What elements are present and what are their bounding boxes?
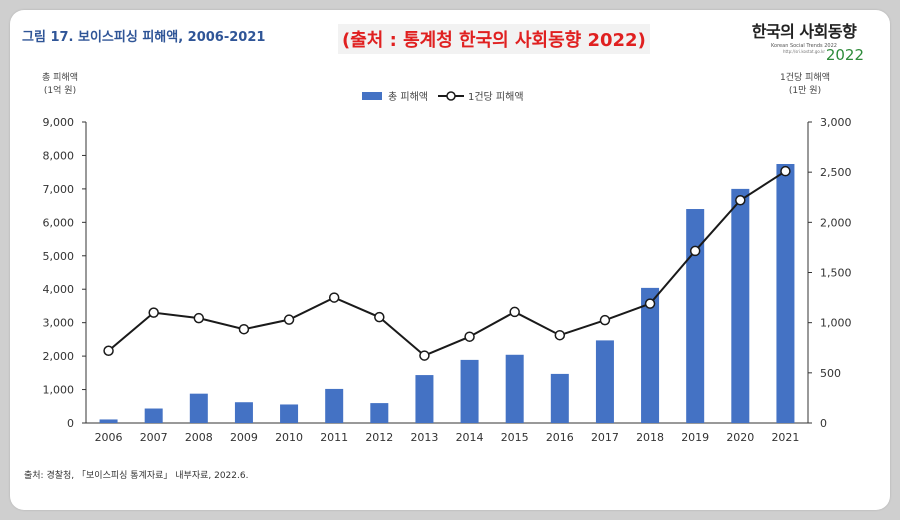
line-point-2009 (238, 323, 250, 335)
x-axis-tick-label: 2006 (95, 431, 123, 444)
left-axis-tick-label: 6,000 (43, 216, 75, 229)
x-axis-tick-label: 2018 (636, 431, 664, 444)
right-axis-tick-label: 1,000 (820, 317, 852, 330)
bar-2009 (234, 402, 253, 423)
bar-2007 (144, 408, 163, 423)
right-axis-title-line2: (1만 원) (788, 86, 822, 96)
x-axis-tick-label: 2015 (501, 431, 529, 444)
logo-year: 2022 (825, 46, 864, 64)
bar-2018 (641, 287, 660, 423)
line-point-2007 (148, 307, 159, 318)
right-axis-title-line1: 1건당 피해액 (780, 73, 830, 83)
line-point-2013 (419, 350, 430, 361)
bar-2015 (505, 354, 524, 423)
bar-2012 (370, 403, 389, 423)
line-point-2010 (283, 314, 295, 325)
x-axis-tick-label: 2009 (230, 431, 258, 444)
legend-line-swatch (437, 90, 464, 101)
logo-subtitle: Korean Social Trends 2022 (771, 43, 837, 49)
legend-item-bar: 총 피해액 (362, 88, 428, 103)
left-axis-tick-label: 1,000 (43, 384, 75, 397)
left-axis-tick-label: 7,000 (43, 183, 75, 196)
bar-2020 (731, 188, 750, 423)
left-axis-tick-label: 0 (67, 417, 74, 430)
right-axis-tick-label: 2,000 (820, 216, 852, 229)
bar-2019 (686, 209, 705, 423)
x-axis-tick-label: 2021 (771, 431, 799, 444)
line-point-2016 (554, 329, 566, 341)
legend-bar-swatch (362, 91, 382, 100)
bar-2010 (280, 404, 299, 423)
line-point-2020 (735, 195, 746, 206)
left-axis-tick-label: 4,000 (43, 283, 75, 296)
legend-bar-label: 총 피해액 (388, 92, 428, 103)
right-axis-tick-label: 2,500 (820, 166, 852, 179)
x-axis-tick-label: 2017 (591, 431, 619, 444)
logo-url: http://sri.kostat.go.kr (782, 49, 826, 54)
x-axis-tick-label: 2007 (140, 431, 168, 444)
line-point-2011 (328, 292, 340, 303)
source-banner: (출처 : 통계청 한국의 사회동향 2022) (338, 24, 650, 54)
x-axis-tick-label: 2010 (275, 431, 303, 444)
left-axis-title-line2: (1억 원) (43, 86, 77, 96)
x-axis-tick-label: 2020 (726, 431, 754, 444)
line-point-2006 (103, 345, 114, 357)
x-axis-tick-label: 2019 (681, 431, 709, 444)
right-axis-tick-label: 3,000 (820, 116, 852, 129)
bar-2013 (415, 375, 434, 423)
left-axis-tick-label: 5,000 (43, 250, 75, 263)
legend-item-line: 1건당 피해액 (437, 88, 524, 103)
x-axis-tick-label: 2012 (365, 431, 393, 444)
right-axis-tick-label: 1,500 (820, 267, 852, 280)
per-case-loss-line (107, 170, 786, 357)
left-axis-tick-label: 8,000 (43, 149, 75, 162)
line-point-2017 (599, 314, 611, 326)
bar-2016 (550, 373, 569, 423)
chart-legend: 총 피해액 1건당 피해액 (362, 88, 534, 103)
publication-logo: 한국의 사회동향 Korean Social Trends 2022 http:… (734, 18, 874, 64)
bar-2008 (189, 393, 208, 423)
line-point-2008 (193, 312, 205, 324)
right-axis-tick-label: 500 (820, 367, 841, 380)
x-axis-tick-label: 2016 (546, 431, 574, 444)
bar-2014 (460, 359, 479, 423)
figure-title: 그림 17. 보이스피싱 피해액, 2006-2021 (22, 30, 266, 45)
bar-2017 (595, 340, 614, 423)
bar-2006 (99, 419, 118, 423)
left-axis-title: 총 피해액 (1억 원) (42, 72, 78, 98)
x-axis-tick-label: 2014 (456, 431, 484, 444)
left-axis-tick-label: 2,000 (43, 350, 75, 363)
bar-2021 (776, 164, 795, 423)
right-axis-title: 1건당 피해액 (1만 원) (780, 72, 830, 98)
logo-title: 한국의 사회동향 (751, 22, 857, 41)
x-axis-tick-label: 2013 (410, 431, 438, 444)
left-axis-tick-label: 9,000 (43, 116, 75, 129)
x-axis-tick-label: 2008 (185, 431, 213, 444)
bar-2011 (325, 388, 344, 423)
line-point-2014 (464, 331, 475, 342)
left-axis-title-line1: 총 피해액 (42, 73, 78, 83)
line-point-2019 (689, 245, 701, 257)
line-point-2021 (780, 165, 791, 177)
legend-line-label: 1건당 피해액 (467, 92, 524, 103)
line-point-2012 (374, 311, 385, 323)
footnote: 출처: 경찰청, 「보이스피싱 통계자료」 내부자료, 2022.6. (24, 471, 249, 481)
line-point-2018 (644, 298, 656, 309)
line-point-2015 (509, 306, 520, 318)
left-axis-tick-label: 3,000 (43, 317, 75, 330)
right-axis-tick-label: 0 (820, 417, 827, 430)
x-axis-tick-label: 2011 (320, 431, 348, 444)
